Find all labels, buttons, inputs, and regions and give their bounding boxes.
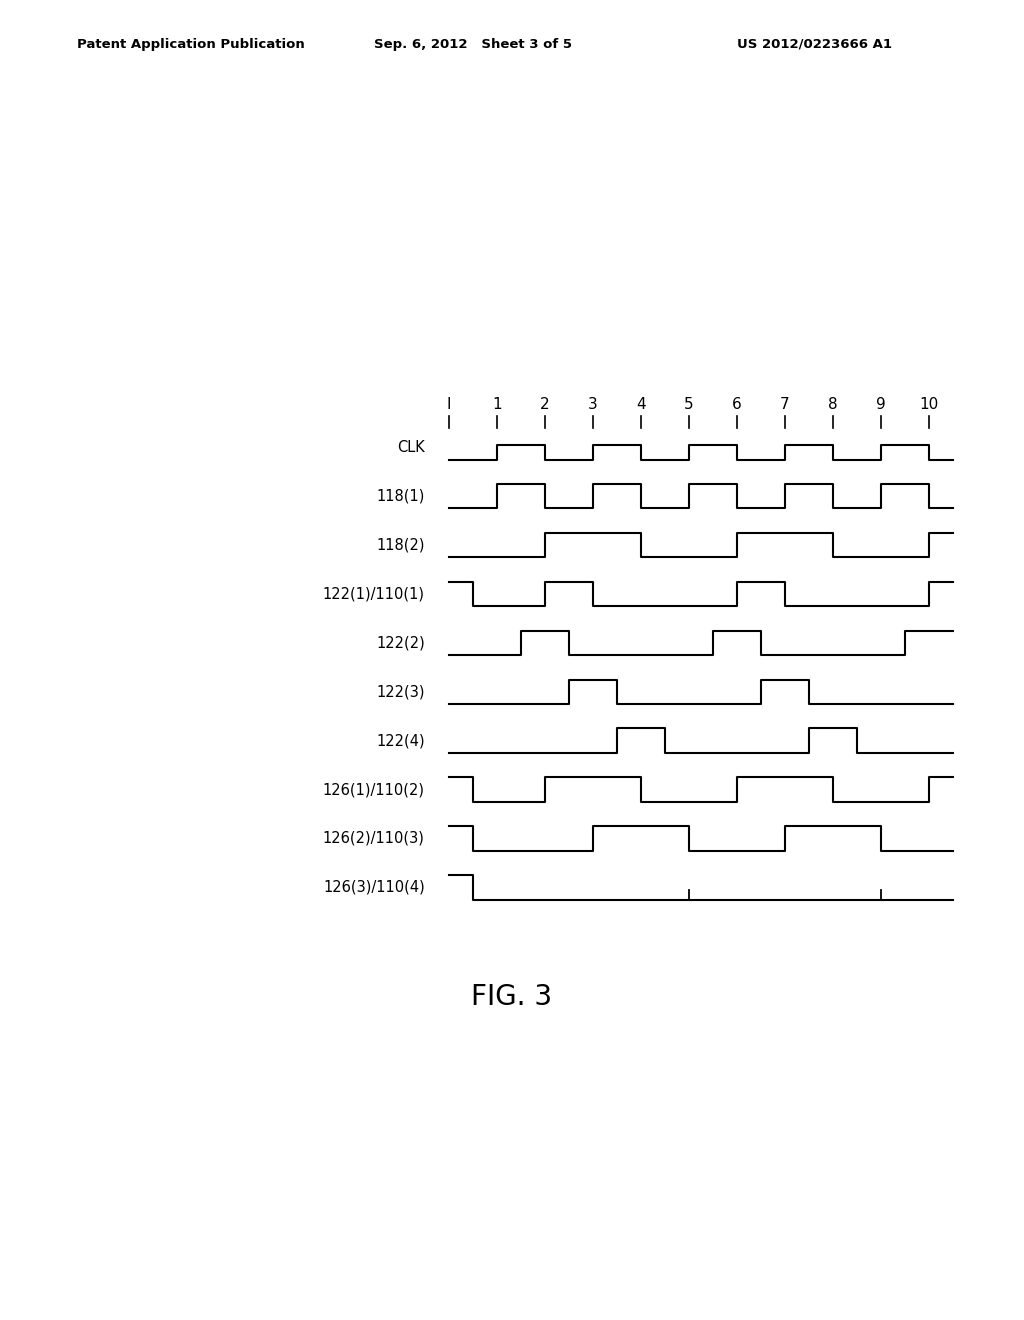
Text: 118(1): 118(1) [377,488,425,504]
Text: 122(2): 122(2) [376,635,425,651]
Text: 4: 4 [636,396,645,412]
Text: 7: 7 [780,396,790,412]
Text: 122(3): 122(3) [376,684,425,700]
Text: 9: 9 [877,396,886,412]
Text: 1: 1 [492,396,502,412]
Text: 122(1)/110(1): 122(1)/110(1) [323,586,425,602]
Text: 10: 10 [920,396,939,412]
Text: 6: 6 [732,396,741,412]
Text: 8: 8 [828,396,838,412]
Text: US 2012/0223666 A1: US 2012/0223666 A1 [737,37,892,50]
Text: FIG. 3: FIG. 3 [471,982,553,1011]
Text: Patent Application Publication: Patent Application Publication [77,37,304,50]
Text: Sep. 6, 2012   Sheet 3 of 5: Sep. 6, 2012 Sheet 3 of 5 [374,37,571,50]
Text: 118(2): 118(2) [376,537,425,553]
Text: 126(3)/110(4): 126(3)/110(4) [323,880,425,895]
Text: 122(4): 122(4) [376,733,425,748]
Text: CLK: CLK [397,440,425,455]
Text: 3: 3 [588,396,598,412]
Text: 2: 2 [540,396,550,412]
Text: 126(1)/110(2): 126(1)/110(2) [323,781,425,797]
Text: 126(2)/110(3): 126(2)/110(3) [323,832,425,846]
Text: I: I [446,396,451,412]
Text: 5: 5 [684,396,693,412]
